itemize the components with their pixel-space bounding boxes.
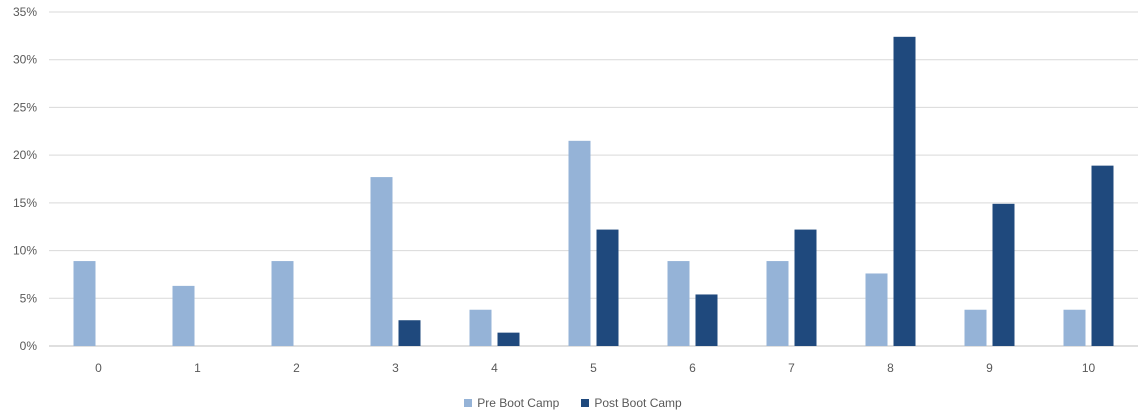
y-tick-label: 20% xyxy=(13,148,37,162)
y-tick-label: 10% xyxy=(13,244,37,258)
y-tick-label: 30% xyxy=(13,53,37,67)
pre-bar-7 xyxy=(766,261,789,346)
legend-swatch-pre xyxy=(464,399,473,407)
legend-item-pre: Pre Boot Camp xyxy=(464,396,559,410)
post-bar-10 xyxy=(1091,165,1114,346)
pre-bar-4 xyxy=(469,309,492,346)
post-bar-9 xyxy=(992,203,1015,346)
post-bar-4 xyxy=(497,332,520,346)
pre-bar-6 xyxy=(667,261,690,346)
pre-bar-10 xyxy=(1063,309,1086,346)
x-tick-label: 5 xyxy=(590,361,597,375)
x-tick-label: 10 xyxy=(1082,361,1096,375)
pre-bar-3 xyxy=(370,177,393,346)
legend-item-post: Post Boot Camp xyxy=(581,396,682,410)
pre-bar-1 xyxy=(172,285,195,346)
pre-bar-9 xyxy=(964,309,987,346)
x-tick-label: 1 xyxy=(194,361,201,375)
x-axis-ticks: 0 1 2 3 4 5 6 7 8 9 10 xyxy=(95,361,1095,375)
bars xyxy=(73,36,1114,346)
legend-swatch-post xyxy=(581,399,590,407)
y-tick-label: 15% xyxy=(13,196,37,210)
pre-bar-5 xyxy=(568,140,591,346)
post-bar-5 xyxy=(596,229,619,346)
y-axis-ticks: 0% 5% 10% 15% 20% 25% 30% 35% xyxy=(13,5,37,353)
x-tick-label: 8 xyxy=(887,361,894,375)
y-tick-label: 0% xyxy=(20,339,38,353)
post-bar-8 xyxy=(893,36,916,346)
x-tick-label: 9 xyxy=(986,361,993,375)
x-tick-label: 0 xyxy=(95,361,102,375)
x-tick-label: 6 xyxy=(689,361,696,375)
post-bar-7 xyxy=(794,229,817,346)
y-tick-label: 25% xyxy=(13,100,37,114)
post-bar-3 xyxy=(398,320,421,346)
pre-bar-8 xyxy=(865,273,888,346)
legend-label-post: Post Boot Camp xyxy=(594,396,682,410)
legend: Pre Boot Camp Post Boot Camp xyxy=(0,394,1146,412)
legend-label-pre: Pre Boot Camp xyxy=(477,396,560,410)
pre-bar-0 xyxy=(73,261,96,346)
y-tick-label: 35% xyxy=(13,5,37,19)
post-bar-6 xyxy=(695,294,718,346)
pre-bar-2 xyxy=(271,261,294,346)
x-tick-label: 7 xyxy=(788,361,795,375)
gridlines xyxy=(49,11,1138,347)
x-tick-label: 4 xyxy=(491,361,498,375)
x-tick-label: 2 xyxy=(293,361,300,375)
y-tick-label: 5% xyxy=(20,291,38,305)
x-tick-label: 3 xyxy=(392,361,399,375)
